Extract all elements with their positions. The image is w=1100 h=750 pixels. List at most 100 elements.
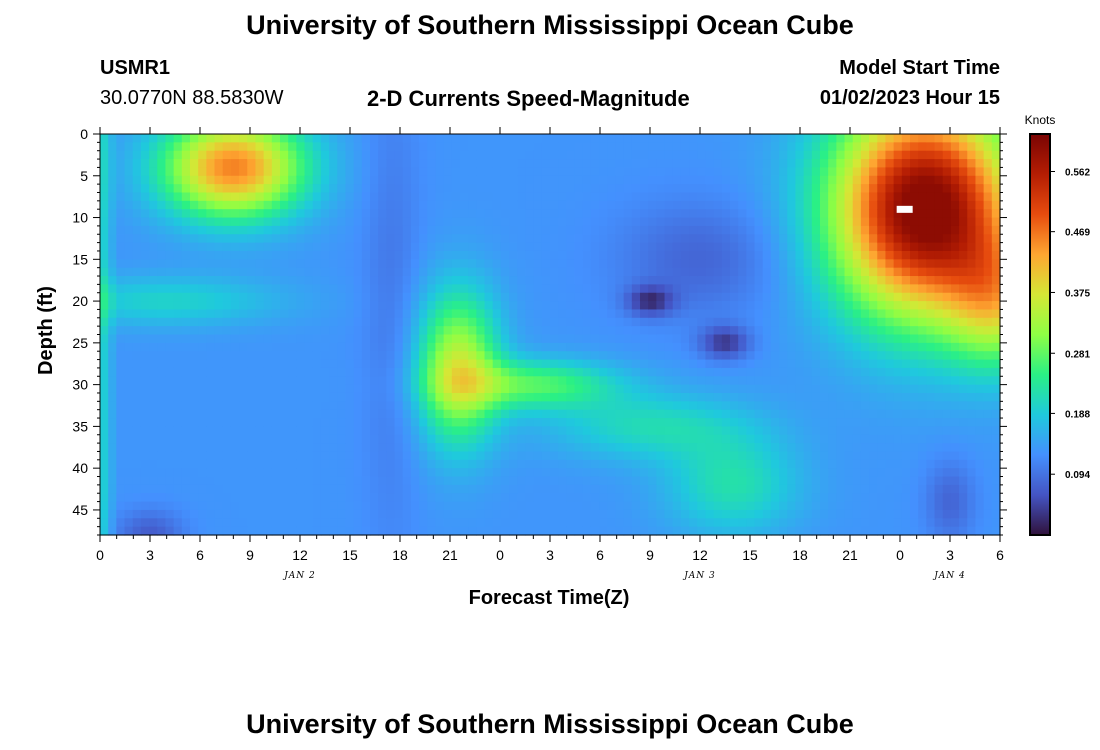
heatmap-cell — [361, 409, 371, 419]
heatmap-cell — [828, 426, 837, 436]
heatmap-cell — [844, 184, 854, 194]
heatmap-cell — [378, 192, 387, 202]
heatmap-cell — [304, 200, 314, 210]
heatmap-cell — [631, 359, 641, 369]
heatmap-cell — [926, 259, 936, 269]
heatmap-cell — [116, 351, 126, 361]
heatmap-cell — [255, 301, 265, 311]
heatmap-cell — [558, 225, 567, 235]
heatmap-cell — [787, 434, 797, 444]
heatmap-cell — [648, 209, 657, 219]
heatmap-cell — [926, 284, 936, 294]
heatmap-cell — [149, 526, 158, 536]
heatmap-cell — [582, 443, 592, 453]
heatmap-cell — [361, 351, 371, 361]
heatmap-cell — [361, 376, 371, 386]
heatmap-cell — [550, 434, 559, 444]
heatmap-cell — [370, 150, 379, 160]
heatmap-cell — [329, 134, 338, 143]
heatmap-cell — [680, 259, 690, 269]
heatmap-cell — [345, 451, 355, 461]
heatmap-cell — [926, 384, 936, 394]
heatmap-cell — [664, 209, 674, 219]
heatmap-cell — [550, 259, 559, 269]
heatmap-cell — [435, 217, 445, 227]
heatmap-cell — [672, 326, 682, 336]
heatmap-cell — [484, 234, 494, 244]
heatmap-cell — [370, 184, 379, 194]
heatmap-cell — [779, 234, 788, 244]
heatmap-cell — [754, 267, 764, 277]
heatmap-cell — [754, 317, 764, 327]
heatmap-cell — [140, 384, 150, 394]
heatmap-cell — [296, 501, 306, 511]
heatmap-cell — [214, 184, 224, 194]
heatmap-cell — [329, 367, 338, 377]
heatmap-cell — [762, 484, 772, 494]
heatmap-cell — [623, 150, 633, 160]
heatmap-cell — [877, 359, 887, 369]
heatmap-cell — [378, 200, 387, 210]
heatmap-cell — [100, 184, 109, 194]
heatmap-cell — [746, 292, 756, 302]
heatmap-cell — [427, 392, 437, 402]
heatmap-cell — [329, 150, 338, 160]
heatmap-cell — [910, 326, 919, 336]
heatmap-cell — [697, 434, 707, 444]
heatmap-cell — [599, 184, 608, 194]
heatmap-cell — [149, 192, 158, 202]
heatmap-cell — [550, 150, 559, 160]
heatmap-cell — [329, 401, 338, 411]
heatmap-cell — [525, 384, 535, 394]
heatmap-cell — [263, 209, 273, 219]
heatmap-cell — [770, 342, 780, 352]
heatmap-cell — [705, 376, 715, 386]
heatmap-cell — [852, 309, 862, 319]
heatmap-cell — [353, 351, 363, 361]
heatmap-cell — [206, 459, 216, 469]
heatmap-cell — [754, 392, 764, 402]
heatmap-cell — [623, 501, 633, 511]
heatmap-cell — [460, 192, 469, 202]
heatmap-cell — [337, 301, 347, 311]
heatmap-cell — [615, 259, 625, 269]
heatmap-cell — [713, 150, 723, 160]
heatmap-cell — [132, 509, 142, 519]
heatmap-cell — [934, 493, 944, 503]
heatmap-cell — [558, 284, 567, 294]
heatmap-cell — [860, 518, 870, 528]
heatmap-cell — [705, 392, 715, 402]
heatmap-cell — [558, 134, 567, 143]
heatmap-cell — [811, 384, 821, 394]
heatmap-cell — [672, 250, 682, 260]
heatmap-cell — [451, 342, 461, 352]
heatmap-cell — [689, 443, 698, 453]
heatmap-cell — [108, 192, 117, 202]
heatmap-cell — [132, 468, 142, 478]
heatmap-cell — [509, 459, 518, 469]
heatmap-cell — [410, 292, 420, 302]
heatmap-cell — [550, 384, 559, 394]
heatmap-cell — [533, 401, 543, 411]
heatmap-cell — [443, 334, 453, 344]
heatmap-cell — [762, 434, 772, 444]
heatmap-cell — [517, 250, 527, 260]
heatmap-cell — [910, 493, 919, 503]
heatmap-cell — [918, 209, 927, 219]
heatmap-cell — [410, 409, 420, 419]
heatmap-cell — [173, 409, 183, 419]
heatmap-cell — [140, 192, 150, 202]
heatmap-cell — [419, 225, 428, 235]
heatmap-cell — [697, 209, 707, 219]
heatmap-cell — [942, 476, 952, 486]
heatmap-cell — [435, 292, 445, 302]
heatmap-cell — [255, 200, 265, 210]
heatmap-cell — [140, 217, 150, 227]
heatmap-cell — [738, 401, 747, 411]
heatmap-cell — [664, 167, 674, 177]
heatmap-cell — [124, 342, 134, 352]
heatmap-cell — [623, 184, 633, 194]
heatmap-cell — [599, 443, 608, 453]
heatmap-cell — [533, 443, 543, 453]
heatmap-cell — [615, 367, 625, 377]
